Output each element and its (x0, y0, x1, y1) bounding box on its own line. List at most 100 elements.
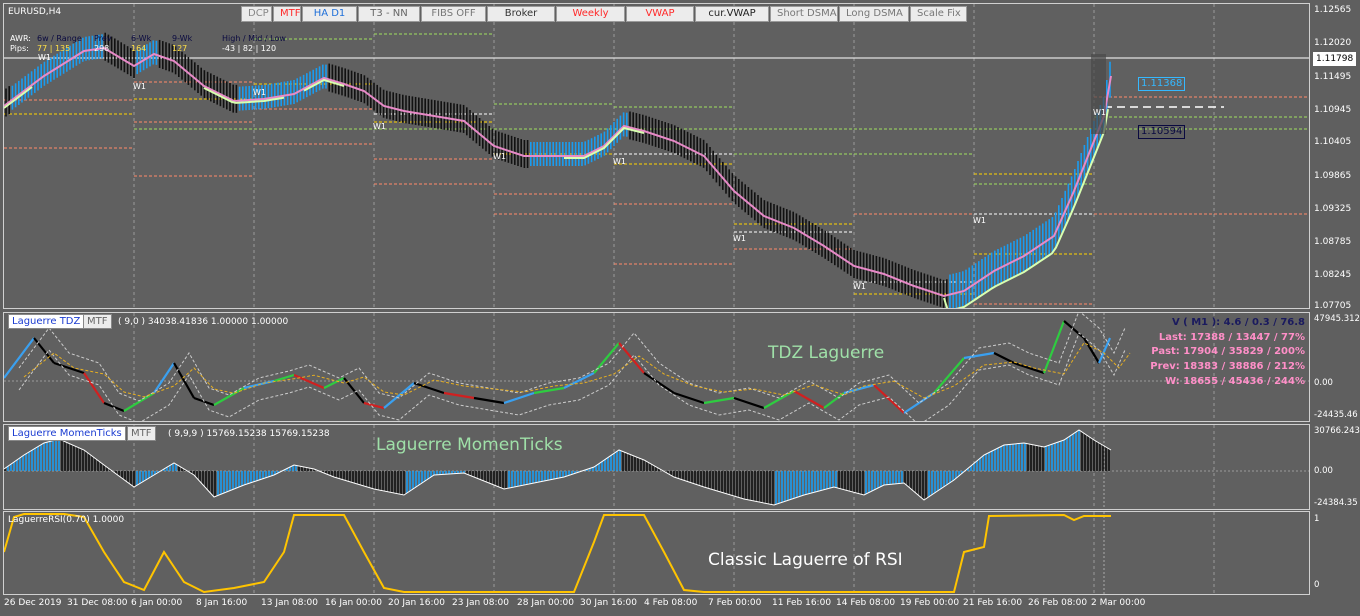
tdz-line-segment (823, 392, 845, 409)
momenticks-mtf-label[interactable]: MTF (127, 426, 156, 441)
date-tick: 14 Feb 08:00 (836, 598, 896, 608)
price-tick: 1.08245 (1314, 270, 1352, 280)
awr-col2-head: Prev (94, 34, 112, 43)
tdz-line-segment (383, 382, 415, 409)
momenticks-canvas (4, 425, 1309, 509)
price-chart-canvas (4, 4, 1309, 308)
tdz-line-segment (873, 384, 905, 414)
date-tick: 26 Feb 08:00 (1028, 598, 1088, 608)
laguerre-rsi-line (4, 513, 1111, 594)
momenticks-tick: 0.00 (1314, 466, 1333, 476)
toolbar-button-fibs-off[interactable]: FIBS OFF (421, 6, 486, 22)
toolbar-button-ha-d1[interactable]: HA D1 (302, 6, 357, 22)
date-tick: 31 Dec 08:00 (67, 598, 128, 608)
tdz-line-segment (703, 396, 735, 405)
week-marker: W1 (253, 88, 266, 97)
tdz-stat-line: Last: 17388 / 13447 / 77% (1158, 332, 1305, 343)
tdz-line-segment (273, 373, 295, 383)
rsi-tick: 0 (1314, 580, 1320, 590)
tdz-line-segment (1042, 320, 1066, 374)
tdz-line-segment (153, 362, 175, 394)
date-tick: 13 Jan 08:00 (261, 598, 318, 608)
tdz-line-segment (473, 396, 505, 405)
price-tick: 1.12565 (1314, 5, 1352, 15)
rsi-canvas (4, 512, 1215, 594)
tdz-canvas (4, 313, 1309, 421)
date-tick: 16 Jan 00:00 (325, 598, 382, 608)
rsi-indicator-label: LaguerreRSI(0.70) 1.0000 (8, 515, 125, 525)
tdz-line-segment (323, 377, 345, 389)
tdz-line-segment (1083, 337, 1100, 364)
laguerre-rsi-pane[interactable] (3, 511, 1310, 595)
tdz-line-segment (763, 390, 795, 409)
tdz-line-segment (993, 352, 1015, 364)
tdz-stat-line: Prev: 18383 / 38886 / 212% (1150, 361, 1305, 372)
tdz-lower-band (18, 332, 1126, 421)
toolbar-button-dcp[interactable]: DCP (241, 6, 272, 22)
tdz-line-segment (1013, 361, 1045, 375)
date-tick: 26 Dec 2019 (4, 598, 62, 608)
week-marker: W1 (853, 282, 866, 291)
toolbar-button-scale-fix[interactable]: Scale Fix (910, 6, 967, 22)
momenticks-indicator-label[interactable]: Laguerre MomenTicks (8, 426, 126, 441)
green-ma-line (564, 126, 645, 159)
tdz-title: TDZ Laguerre (768, 343, 885, 363)
awr-row2-label: Pips: (10, 44, 29, 53)
awr-row1-label: AWR: (10, 34, 31, 43)
price-tick: 1.09865 (1314, 171, 1352, 181)
toolbar-button-vwap[interactable]: VWAP (626, 6, 694, 22)
awr-col1-val: 77 | 135 (37, 44, 71, 53)
tdz-line-segment (963, 351, 995, 360)
tdz-tick: -24435.46 (1314, 410, 1358, 420)
tdz-stat-line: V ( M1 ): 4.6 / 0.3 / 76.8 (1171, 317, 1305, 328)
green-ma-line (943, 108, 1109, 308)
rsi-tick: 1 (1314, 514, 1320, 524)
week-marker: W1 (733, 234, 746, 243)
momenticks-pane[interactable] (3, 424, 1310, 510)
tdz-laguerre-pane[interactable] (3, 312, 1310, 422)
price-tick: 1.07705 (1314, 301, 1352, 311)
week-marker: W1 (493, 152, 506, 161)
toolbar-button-cur-vwap[interactable]: cur.VWAP (695, 6, 769, 22)
green-ma-line (203, 87, 285, 104)
tdz-line-segment (843, 383, 875, 395)
date-tick: 20 Jan 16:00 (388, 598, 445, 608)
awr-col4-head: 9-Wk (172, 34, 193, 43)
toolbar-button-t3-nn[interactable]: T3 - NN (358, 6, 420, 22)
momenticks-tick: -24384.35 (1314, 498, 1358, 508)
price-tick: 1.09325 (1314, 204, 1352, 214)
tdz-params: ( 9,0 ) 34038.41836 1.00000 1.00000 (118, 317, 289, 327)
tdz-line-segment (123, 392, 155, 412)
awr-col1-head: 6w / Range (37, 34, 82, 43)
awr-col4-val: 127 (172, 44, 188, 53)
week-marker: W1 (38, 53, 51, 62)
tdz-line-segment (363, 401, 385, 410)
tdz-line-segment (293, 373, 325, 390)
date-tick: 8 Jan 16:00 (196, 598, 248, 608)
date-tick: 7 Feb 00:00 (708, 598, 762, 608)
toolbar-button-broker[interactable]: Broker (487, 6, 555, 22)
tdz-line-segment (1063, 320, 1085, 339)
toolbar-button-long-dsma[interactable]: Long DSMA (839, 6, 909, 22)
symbol-label: EURUSD,H4 (8, 7, 62, 17)
week-marker: W1 (973, 216, 986, 225)
tdz-line-segment (563, 372, 595, 389)
tdz-line-segment (213, 387, 245, 406)
toolbar-button-mtf[interactable]: MTF (273, 6, 301, 22)
price-tick: 1.12020 (1314, 38, 1352, 48)
tdz-line-segment (53, 361, 85, 375)
tdz-indicator-label[interactable]: Laguerre TDZ (8, 314, 85, 329)
awr-col3-head: 6-Wk (131, 34, 152, 43)
tdz-line-segment (933, 357, 965, 394)
price-chart-pane[interactable] (3, 3, 1310, 309)
tdz-line-segment (618, 342, 645, 374)
awr-col2-val: 298 (94, 44, 110, 53)
pink-ma-line (4, 46, 1112, 298)
tdz-line-segment (443, 391, 475, 400)
tdz-mtf-label[interactable]: MTF (83, 314, 112, 329)
green-ma-line (4, 86, 33, 109)
tdz-line-segment (33, 337, 55, 364)
toolbar-button-weekly[interactable]: Weekly (556, 6, 625, 22)
toolbar-button-short-dsma[interactable]: Short DSMA (770, 6, 838, 22)
momenticks-line (4, 429, 1112, 506)
